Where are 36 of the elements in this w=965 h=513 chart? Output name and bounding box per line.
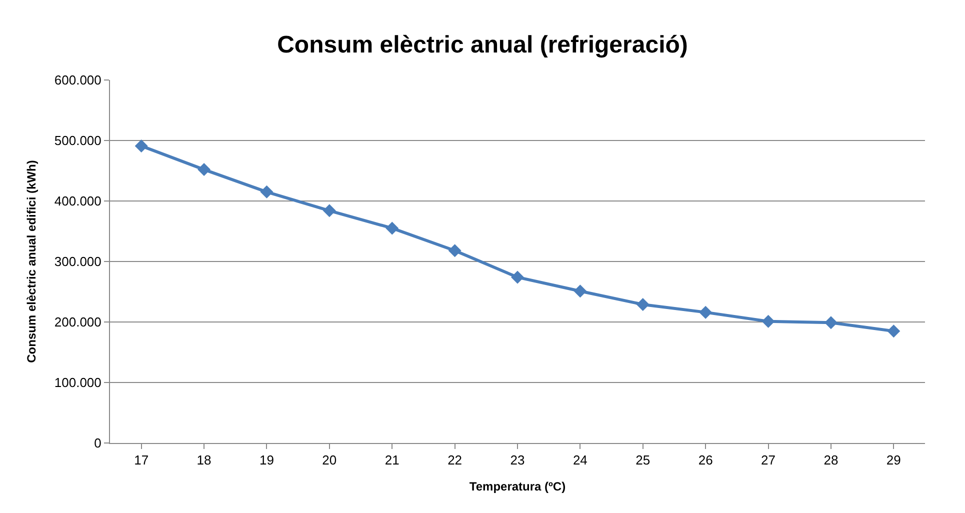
point	[762, 314, 775, 328]
point	[511, 270, 524, 284]
point	[386, 222, 399, 235]
y-tick-label: 100.000	[54, 375, 102, 390]
point	[574, 284, 587, 298]
x-tick-label: 22	[448, 452, 462, 468]
x-tick-label: 24	[572, 452, 588, 468]
x-tick-label: 18	[196, 452, 212, 468]
x-tick-label: 25	[636, 452, 650, 468]
point	[448, 244, 462, 258]
point	[198, 163, 211, 176]
x-tick-label: 17	[134, 452, 149, 468]
y-tick-label: 500.000	[54, 133, 102, 148]
x-axis-title: Temperatura (ºC)	[469, 480, 566, 494]
point	[260, 185, 274, 198]
point	[636, 298, 650, 311]
y-axis-title: Consum elèctric anual edifici (kWh)	[24, 160, 39, 363]
point	[699, 306, 712, 319]
x-tick-label: 28	[824, 452, 838, 468]
chart-title: Consum elèctric anual (refrigeració)	[277, 32, 688, 59]
x-tick-label: 19	[259, 452, 274, 468]
y-tick-label: 0	[94, 436, 102, 451]
x-tick-label: 29	[886, 452, 901, 468]
y-tick-label: 600.000	[54, 72, 102, 88]
x-tick-label: 21	[384, 452, 400, 468]
point	[322, 204, 336, 218]
point	[824, 316, 838, 330]
y-tick-label: 200.000	[54, 314, 102, 330]
x-tick-label: 27	[761, 452, 776, 468]
point	[134, 139, 148, 152]
x-tick-label: 20	[322, 452, 337, 468]
point	[887, 324, 900, 338]
x-tick-label: 23	[510, 452, 525, 468]
y-tick-label: 400.000	[54, 194, 102, 209]
y-tick-label: 300.000	[54, 254, 102, 270]
x-tick-label: 26	[698, 452, 713, 468]
